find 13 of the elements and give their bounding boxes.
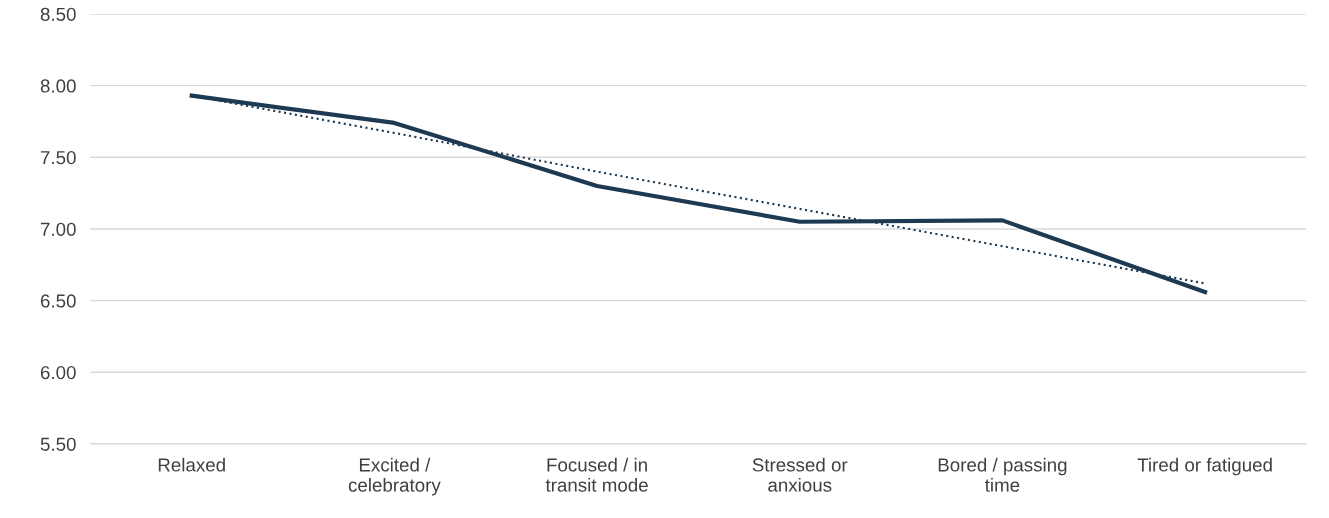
y-tick-label: 5.50	[40, 437, 76, 451]
x-tick-label: Tired or fatigued	[1137, 457, 1272, 476]
x-tick-label: Bored / passing time	[938, 457, 1067, 492]
y-tick-label: 8.00	[40, 79, 76, 93]
x-tick-label: Excited / celebratory	[348, 457, 441, 496]
y-tick-label: 7.00	[40, 222, 76, 236]
x-tick-label: Relaxed	[158, 457, 225, 472]
y-tick-label: 6.00	[40, 365, 76, 380]
y-tick-label: 7.50	[40, 151, 76, 165]
y-tick-label: 8.50	[40, 7, 76, 21]
x-tick-label: Stressed or anxious	[752, 457, 848, 492]
y-tick-label: 6.50	[40, 294, 76, 308]
x-tick-label: Focused / in transit mode	[545, 457, 648, 492]
